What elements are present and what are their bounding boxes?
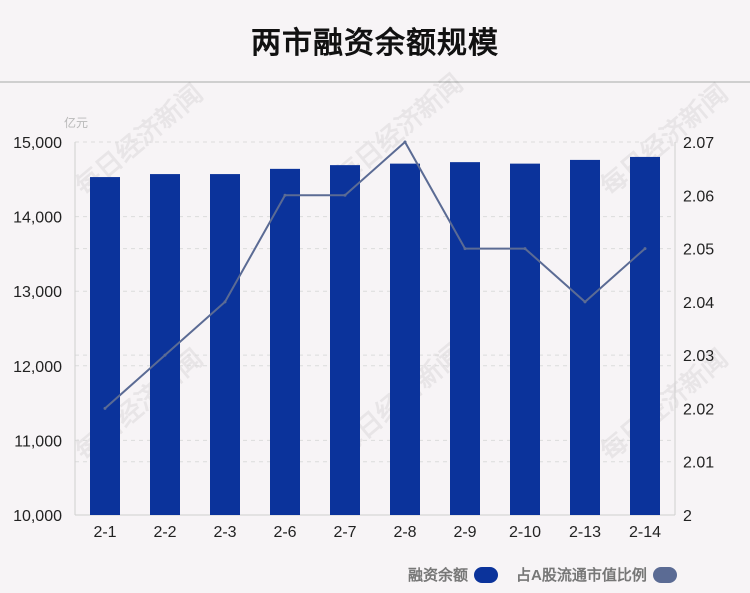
y-tick-label-right: 2.05: [683, 242, 714, 259]
line-point: [163, 353, 167, 357]
y-tick-label-left: 12,000: [13, 359, 62, 376]
y-tick-label-left: 13,000: [13, 284, 62, 301]
line-point: [283, 193, 287, 197]
line-point: [523, 247, 527, 251]
y-tick-label-right: 2.01: [683, 455, 714, 472]
legend-swatch-ratio: [652, 566, 677, 583]
legend-label-balance: 融资余额: [408, 567, 469, 584]
chart-title: 两市融资余额规模: [251, 27, 499, 60]
x-tick-label: 2-2: [153, 524, 176, 541]
bar: [570, 159, 600, 516]
x-tick-label: 2-9: [453, 524, 476, 541]
x-tick-label: 2-7: [333, 524, 356, 541]
legend-item-balance: 融资余额: [408, 564, 499, 585]
x-tick-label: 2-6: [273, 524, 296, 541]
y-tick-label-right: 2.07: [683, 135, 714, 152]
y-tick-label-right: 2.02: [683, 401, 714, 418]
x-tick-label: 2-1: [93, 524, 116, 541]
line-point: [463, 247, 467, 251]
y-tick-label-left: 11,000: [14, 433, 62, 450]
x-tick-label: 2-13: [569, 524, 601, 541]
bar: [330, 165, 360, 515]
bar: [510, 163, 540, 515]
bar: [390, 163, 420, 515]
bar: [270, 168, 300, 515]
y-axis-unit: 亿元: [64, 116, 89, 130]
y-tick-label-right: 2: [683, 508, 692, 525]
x-tick-label: 2-14: [629, 524, 661, 541]
y-tick-label-left: 10,000: [13, 508, 62, 525]
legend-item-ratio: 占A股流通市值比例: [516, 564, 677, 585]
line-point: [583, 300, 587, 304]
x-tick-label: 2-10: [509, 524, 541, 541]
line-point: [223, 300, 227, 304]
line-point: [343, 193, 347, 197]
line-point: [103, 406, 107, 410]
x-tick-label: 2-3: [213, 524, 236, 541]
legend-swatch-balance: [474, 566, 499, 583]
bar: [630, 156, 660, 516]
y-tick-label-right: 2.04: [683, 295, 714, 312]
y-tick-label-right: 2.03: [683, 348, 714, 365]
bar: [90, 177, 120, 515]
y-tick-label-left: 14,000: [13, 210, 62, 227]
bar: [450, 162, 480, 515]
x-tick-label: 2-8: [393, 524, 416, 541]
title-divider: [0, 81, 750, 83]
bar: [210, 174, 240, 515]
line-point: [403, 140, 407, 144]
bar: [150, 174, 180, 515]
y-tick-label-right: 2.06: [683, 188, 714, 205]
line-point: [643, 247, 647, 251]
legend-label-ratio: 占A股流通市值比例: [516, 567, 647, 584]
line-series: [104, 140, 646, 410]
y-tick-label-left: 15,000: [13, 135, 62, 152]
